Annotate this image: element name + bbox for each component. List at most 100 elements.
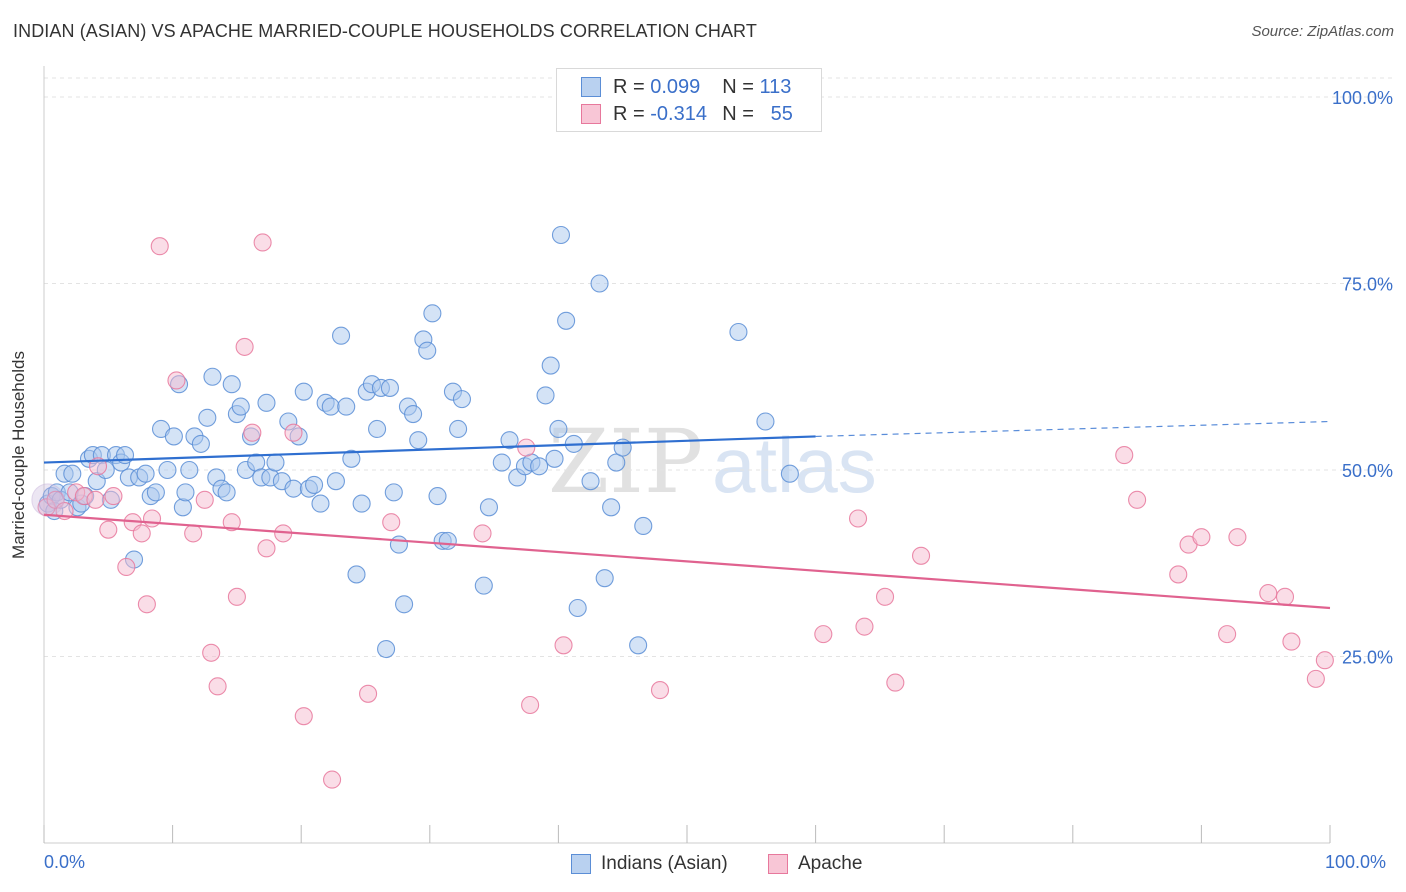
indian-point [352,494,371,513]
watermark-atlas: atlas [712,421,877,509]
apache-point [195,490,214,509]
indian-point [222,375,241,394]
indian-point [780,464,799,483]
y-tick-labels: 25.0% 50.0% 75.0% 100.0% [1332,88,1393,668]
indian-point [607,453,626,472]
indian-point [176,483,195,502]
indian-point [342,449,361,468]
indians-legend-swatch [571,854,591,874]
indian-point [729,322,748,342]
indian-point [756,412,775,431]
apache-point [202,643,221,662]
indian-point [146,483,165,502]
indian-point [173,498,192,517]
x-tick-label-min: 0.0% [44,852,86,872]
apache-point [1282,632,1301,651]
indians-legend-label: Indians (Asian) [601,853,728,874]
indian-point [203,367,222,386]
indian-point [541,356,560,375]
apache-point [650,681,670,700]
apache-point [235,337,254,356]
watermark-zip: ZIP [548,410,703,513]
indian-point [389,535,408,554]
indian-point [428,487,447,506]
indian-point [217,483,236,502]
r-value: -0.314 [650,102,707,125]
indian-point [595,569,614,588]
apache-point [86,490,105,509]
indian-point [629,636,648,655]
indian-point [418,341,437,360]
legend-item-apache[interactable]: Apache [768,852,862,876]
n-value: 113 [759,75,792,98]
r-value: 0.099 [650,75,701,98]
n-value: 55 [770,102,793,125]
indian-point [384,483,403,502]
apache-point [517,438,536,457]
apache-point [243,423,262,442]
apache-legend-label: Apache [798,853,863,874]
indian-point [395,595,414,614]
n-label: N = [722,75,754,98]
n-label: N = [722,102,754,125]
indian-point [368,419,387,439]
apache-point [912,546,931,565]
apache-legend-swatch [768,854,788,874]
apache-point [253,233,272,252]
data-points [31,225,1334,789]
apache-point [554,636,573,655]
indian-point [164,427,183,446]
indian-point [409,431,428,450]
indian-point [332,326,351,345]
apache-point [855,617,874,636]
indian-point [557,311,576,330]
indian-point [198,408,217,427]
apache-point [1306,669,1325,688]
indian-point [536,386,555,405]
indian-point [321,397,340,416]
indian-point [284,479,303,498]
indian-point [452,390,472,409]
apache-point [1192,528,1211,547]
indian-point [568,598,587,618]
legend-item-indians[interactable]: Indians (Asian) [571,852,728,876]
indian-point [180,460,199,480]
indian-point [423,304,442,323]
y-tick-label: 75.0% [1342,275,1393,295]
apache-point [875,587,895,606]
apache-point [104,487,123,506]
indian-point [158,460,177,480]
apache-point [1115,446,1134,465]
apache-point [88,457,108,476]
cluster-point [31,483,65,517]
indian-point [191,434,210,453]
indian-point [634,516,653,536]
apache-point [184,524,203,543]
indian-point [347,565,366,584]
apache-point [294,707,313,726]
apache-point [222,513,241,532]
indian-point [305,475,324,494]
indian-point [602,498,621,517]
indian-point [492,453,511,472]
apache-point [1169,565,1188,584]
trend-lines [43,420,1331,610]
apache-point [99,520,118,539]
apache-trend-line [43,513,1331,610]
apache-point [848,509,868,528]
chart-title: INDIAN (ASIAN) VS APACHE MARRIED-COUPLE … [13,21,757,41]
apache-point [1315,651,1334,670]
apache-point [359,684,378,703]
watermark: ZIP atlas [548,410,877,513]
apache-point [1259,584,1278,603]
indian-point [545,449,564,468]
indian-point [337,397,356,416]
r-label: R = [613,102,645,125]
indian-point [551,225,571,245]
apache-point [167,371,186,390]
indian-point [326,472,345,491]
apache-point [257,539,276,558]
indian-point [590,274,609,293]
apache-point [473,524,492,543]
apache-point [814,625,833,644]
